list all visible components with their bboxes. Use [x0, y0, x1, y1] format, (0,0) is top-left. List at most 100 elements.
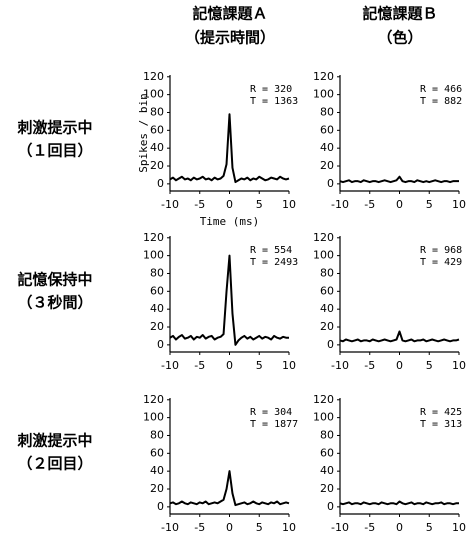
y-tick-label: 120: [143, 231, 164, 244]
x-tick-label: -10: [331, 359, 349, 372]
y-tick-label: 100: [313, 88, 334, 101]
x-tick-label: 0: [396, 521, 403, 534]
x-tick-label: -10: [331, 521, 349, 534]
y-tick-label: 0: [327, 500, 334, 513]
y-tick-label: 20: [320, 320, 334, 333]
y-tick-label: 120: [143, 393, 164, 406]
y-tick-label: 20: [150, 482, 164, 495]
annotation: T = 429: [420, 257, 462, 268]
y-tick-label: 60: [150, 123, 164, 136]
x-tick-label: 5: [256, 198, 263, 211]
y-tick-label: 80: [150, 428, 164, 441]
column-subheader: （色）: [377, 29, 422, 47]
x-tick-label: 5: [256, 359, 263, 372]
y-tick-label: 80: [320, 428, 334, 441]
annotation: T = 1877: [250, 419, 298, 430]
x-tick-label: 5: [426, 198, 433, 211]
x-tick-label: 0: [226, 521, 233, 534]
x-tick-label: -5: [194, 521, 205, 534]
row-sublabel: （１回目）: [17, 142, 92, 160]
x-tick-label: 0: [396, 359, 403, 372]
x-tick-label: -10: [331, 198, 349, 211]
row-sublabel: （３秒間）: [17, 294, 92, 312]
y-tick-label: 0: [327, 177, 334, 190]
y-tick-label: 100: [143, 88, 164, 101]
column-subheader: （提示時間）: [185, 29, 275, 47]
y-tick-label: 120: [313, 70, 334, 83]
x-axis-label: Time (ms): [200, 215, 260, 228]
x-tick-label: -10: [161, 521, 179, 534]
row-label: 刺激提示中: [17, 119, 92, 137]
annotation: R = 466: [420, 84, 462, 95]
x-tick-label: 10: [282, 521, 296, 534]
trace: [339, 500, 459, 506]
y-tick-label: 0: [157, 500, 164, 513]
y-tick-label: 100: [143, 249, 164, 262]
y-tick-label: 60: [150, 284, 164, 297]
x-tick-label: -5: [194, 198, 205, 211]
annotation: R = 320: [250, 84, 292, 95]
annotation: T = 1363: [250, 96, 298, 107]
y-tick-label: 80: [320, 266, 334, 279]
x-tick-label: -10: [161, 198, 179, 211]
x-tick-label: -5: [364, 521, 375, 534]
trace: [169, 254, 289, 346]
row-label: 記憶保持中: [17, 271, 92, 289]
y-axis-label: Spikes / bin: [137, 93, 150, 172]
y-tick-label: 60: [320, 284, 334, 297]
x-tick-label: 5: [426, 359, 433, 372]
y-tick-label: 20: [150, 320, 164, 333]
y-tick-label: 0: [157, 177, 164, 190]
annotation: R = 304: [250, 407, 292, 418]
trace: [339, 330, 460, 343]
annotation: R = 968: [420, 245, 462, 256]
y-tick-label: 80: [150, 105, 164, 118]
y-tick-label: 40: [320, 141, 334, 154]
x-tick-label: 5: [256, 521, 263, 534]
x-tick-label: 0: [396, 198, 403, 211]
x-tick-label: 10: [452, 521, 466, 534]
y-tick-label: 60: [150, 446, 164, 459]
trace: [169, 113, 290, 184]
annotation: R = 554: [250, 245, 292, 256]
y-tick-label: 120: [313, 231, 334, 244]
x-tick-label: 10: [452, 198, 466, 211]
y-tick-label: 20: [320, 482, 334, 495]
x-tick-label: -10: [161, 359, 179, 372]
y-tick-label: 40: [150, 302, 164, 315]
y-tick-label: 40: [320, 302, 334, 315]
y-tick-label: 40: [150, 141, 164, 154]
y-tick-label: 40: [320, 464, 334, 477]
x-tick-label: -5: [194, 359, 205, 372]
x-tick-label: -5: [364, 359, 375, 372]
annotation: T = 313: [420, 419, 462, 430]
y-tick-label: 60: [320, 446, 334, 459]
x-tick-label: 5: [426, 521, 433, 534]
y-tick-label: 80: [320, 105, 334, 118]
y-tick-label: 120: [313, 393, 334, 406]
row-sublabel: （２回目）: [17, 455, 92, 473]
trace: [339, 175, 459, 184]
trace: [169, 470, 290, 507]
annotation: T = 2493: [250, 257, 298, 268]
row-label: 刺激提示中: [17, 432, 92, 450]
x-tick-label: 0: [226, 359, 233, 372]
y-tick-label: 20: [320, 159, 334, 172]
annotation: R = 425: [420, 407, 462, 418]
y-tick-label: 100: [313, 411, 334, 424]
x-tick-label: 10: [282, 359, 296, 372]
y-tick-label: 120: [143, 70, 164, 83]
y-tick-label: 0: [157, 338, 164, 351]
y-tick-label: 80: [150, 266, 164, 279]
y-tick-label: 100: [313, 249, 334, 262]
annotation: T = 882: [420, 96, 462, 107]
column-header: 記憶課題Ａ: [192, 5, 267, 23]
y-tick-label: 20: [150, 159, 164, 172]
y-tick-label: 40: [150, 464, 164, 477]
column-header: 記憶課題Ｂ: [362, 5, 437, 23]
x-tick-label: 10: [282, 198, 296, 211]
y-tick-label: 60: [320, 123, 334, 136]
y-tick-label: 0: [327, 338, 334, 351]
x-tick-label: 0: [226, 198, 233, 211]
